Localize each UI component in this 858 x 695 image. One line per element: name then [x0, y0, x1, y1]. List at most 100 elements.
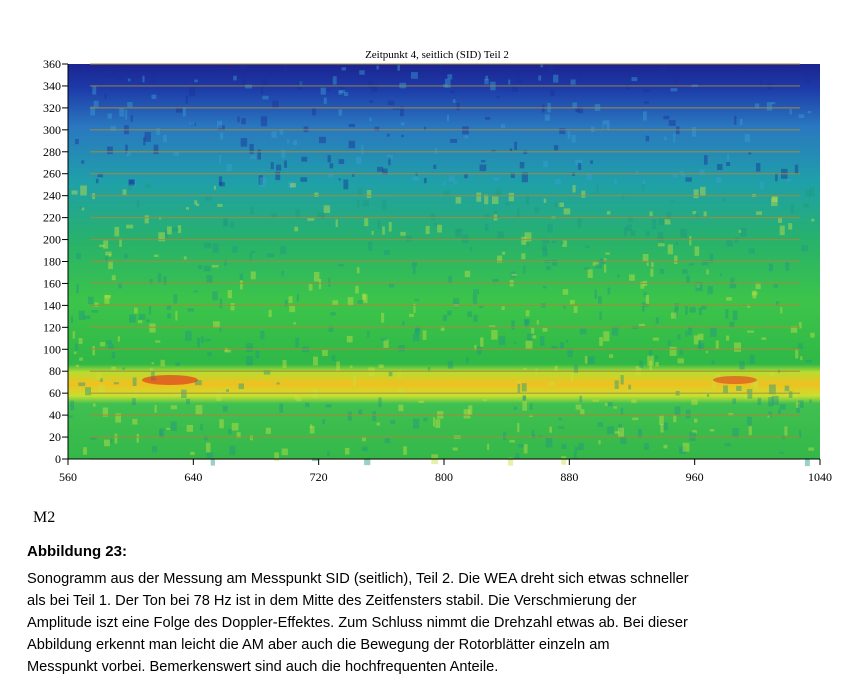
- speckle: [599, 337, 603, 346]
- speckle: [592, 399, 599, 402]
- speckle: [197, 337, 201, 348]
- speckle: [611, 326, 619, 336]
- speckle: [526, 243, 529, 247]
- speckle: [575, 159, 583, 166]
- speckle: [790, 326, 798, 333]
- speckle: [596, 183, 599, 194]
- speckle: [623, 227, 627, 237]
- speckle: [642, 254, 649, 262]
- speckle: [522, 400, 528, 411]
- speckle: [631, 77, 638, 82]
- speckle: [371, 230, 374, 235]
- axes: 0 20 40 60 80 100 120 140 160 180 200 220 240 260 280 3…: [43, 57, 832, 484]
- speckle: [170, 421, 177, 432]
- speckle: [628, 384, 631, 390]
- speckle: [577, 218, 582, 228]
- speckle: [117, 77, 123, 81]
- speckle: [693, 335, 699, 345]
- speckle: [346, 335, 353, 343]
- speckle: [418, 400, 425, 404]
- speckle: [190, 122, 197, 126]
- speckle: [698, 307, 702, 315]
- speckle: [361, 446, 368, 452]
- speckle: [692, 211, 697, 215]
- speckle: [440, 326, 445, 331]
- speckle: [221, 68, 227, 75]
- speckle: [643, 89, 650, 93]
- speckle: [111, 352, 116, 359]
- speckle: [434, 147, 438, 154]
- speckle: [701, 260, 709, 266]
- speckle: [768, 397, 774, 407]
- speckle: [642, 111, 647, 121]
- speckle: [729, 321, 735, 328]
- y-tick-label: 360: [43, 57, 61, 71]
- speckle: [607, 287, 611, 295]
- speckle: [296, 395, 302, 402]
- speckle: [442, 314, 447, 321]
- speckle: [479, 305, 484, 309]
- speckle: [250, 155, 256, 159]
- speckle: [717, 164, 723, 171]
- speckle: [412, 333, 420, 342]
- speckle: [92, 403, 96, 407]
- speckle: [547, 64, 555, 73]
- speckle: [279, 403, 284, 413]
- speckle: [71, 190, 78, 195]
- speckle: [682, 174, 686, 177]
- speckle: [219, 155, 222, 164]
- speckle: [515, 453, 520, 459]
- speckle: [525, 340, 533, 349]
- speckle: [631, 399, 637, 404]
- speckle: [151, 371, 155, 380]
- speckle: [779, 225, 785, 236]
- speckle: [598, 296, 602, 304]
- y-tick-label: 140: [43, 298, 61, 312]
- speckle: [752, 290, 757, 299]
- speckle: [531, 335, 537, 339]
- speckle: [80, 185, 87, 196]
- speckle: [761, 337, 767, 340]
- speckle: [673, 73, 679, 83]
- speckle: [110, 438, 113, 443]
- speckle: [127, 78, 131, 82]
- speckle: [238, 383, 245, 390]
- speckle: [778, 409, 781, 415]
- speckle: [572, 102, 577, 108]
- speckle: [149, 367, 153, 372]
- speckle: [694, 246, 700, 256]
- speckle: [529, 403, 533, 410]
- speckle: [747, 304, 751, 308]
- speckle: [674, 255, 678, 264]
- speckle: [510, 172, 515, 179]
- speckle: [484, 78, 489, 85]
- caption-line: Sonogramm aus der Messung am Messpunkt S…: [27, 571, 689, 587]
- speckle: [630, 230, 636, 237]
- speckle: [239, 280, 243, 290]
- speckle: [249, 143, 254, 154]
- speckle: [682, 269, 688, 275]
- figure-label: M2: [33, 509, 55, 526]
- speckle: [617, 427, 624, 438]
- speckle: [563, 305, 566, 309]
- speckle: [558, 417, 563, 421]
- speckle: [780, 306, 783, 314]
- speckle: [104, 295, 110, 304]
- speckle: [260, 330, 265, 340]
- speckle: [111, 366, 116, 370]
- speckle: [350, 365, 353, 369]
- speckle: [328, 277, 331, 287]
- speckle: [279, 129, 284, 135]
- speckle: [223, 219, 228, 227]
- speckle: [338, 85, 345, 89]
- speckle: [282, 359, 287, 369]
- speckle: [597, 422, 604, 428]
- speckle: [523, 367, 527, 370]
- speckle: [184, 330, 192, 341]
- speckle: [262, 95, 269, 100]
- speckle: [170, 405, 178, 410]
- speckle: [626, 224, 632, 232]
- speckle: [423, 417, 428, 422]
- speckle: [655, 317, 659, 324]
- speckle: [797, 343, 803, 349]
